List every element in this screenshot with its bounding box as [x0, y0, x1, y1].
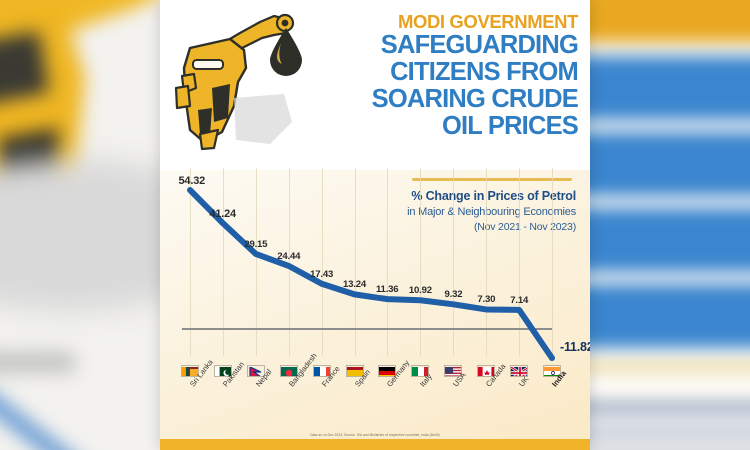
data-point-label: 9.32 [444, 289, 463, 301]
data-point-label: 10.92 [408, 285, 432, 297]
background-left-illustration [0, 0, 304, 450]
title-line-5: OIL PRICES [441, 112, 579, 141]
line-chart: 54.32 41.24 29.15 24.44 17.43 13.24 11.36 10.92… [174, 168, 590, 423]
flag-bangladesh-icon [279, 365, 298, 377]
chart-gridline [288, 168, 290, 356]
chart-gridline [255, 168, 257, 356]
data-point-label: 7.30 [477, 294, 496, 306]
background-gold-divider-blob [480, 362, 750, 371]
chart-subtitle-block: % Change in Prices of Petrol in Major & … [326, 188, 576, 234]
flag-uk-icon [510, 365, 529, 377]
title-line-2: SAFEGUARDING [380, 30, 579, 59]
chart-gridline [453, 168, 455, 356]
chart-gridline [519, 168, 521, 356]
fuel-nozzle-icon [174, 13, 295, 151]
data-point-label: 24.44 [277, 250, 301, 262]
source-note: Data as on Dec 2023; Source: IEA and Min… [310, 433, 440, 437]
background-subtitle-blob-3 [570, 448, 750, 450]
chart-period: (Nov 2021 - Nov 2023) [473, 220, 576, 233]
flag-row [174, 365, 576, 383]
chart-gridline [552, 168, 553, 356]
chart-gridline [222, 168, 224, 356]
chart-gridline [486, 168, 488, 356]
flag-italy-icon [411, 365, 430, 377]
data-point-label: 7.14 [510, 294, 529, 306]
chart-gridline [354, 168, 356, 356]
flag-india-icon [543, 365, 561, 377]
title-line-3: CITIZENS FROM [390, 57, 579, 86]
chart-scope: in Major & Neighbouring Economies [407, 205, 576, 218]
data-point-label: 17.43 [310, 268, 334, 280]
infographic-card: MODI GOVERNMENT SAFEGUARDING CITIZENS FR… [160, 0, 590, 450]
chart-gridline [321, 168, 323, 356]
data-point-label: 13.24 [343, 279, 367, 291]
data-point-label: 41.24 [209, 208, 236, 221]
flag-nepal-icon [246, 365, 265, 377]
flag-usa-icon [444, 365, 463, 377]
country-label-row: Sri Lanka Pakistan Nepal Bangladesh France Sp… [174, 351, 576, 423]
chart-series-line [187, 187, 555, 362]
zero-reference-line [182, 328, 552, 330]
data-point-label: 29.15 [244, 238, 268, 250]
title-line-1: MODI GOVERNMENT [397, 11, 578, 32]
data-point-label: -11.82 [560, 340, 590, 355]
card-bottom-bar [160, 439, 590, 450]
flag-pakistan-icon [213, 365, 232, 377]
title-line-4: SOARING CRUDE [371, 85, 579, 114]
background-text-blob-1 [0, 352, 75, 373]
flag-germany-icon [378, 365, 397, 377]
chart-gridline [387, 168, 389, 356]
poster-title: MODI GOVERNMENT SAFEGUARDING CITIZENS FR… [316, 11, 579, 141]
data-point-label: 11.36 [375, 284, 399, 296]
data-point-label: 54.32 [178, 175, 206, 187]
oil-drop-icon [270, 28, 302, 76]
flag-france-icon [312, 365, 331, 377]
flag-canada-icon [477, 365, 496, 377]
gold-divider [412, 178, 572, 181]
chart-title: % Change in Prices of Petrol [411, 189, 576, 203]
chart-gridline [190, 168, 191, 356]
card-header: MODI GOVERNMENT SAFEGUARDING CITIZENS FR… [160, 0, 590, 170]
flag-sri-lanka-icon [181, 365, 199, 377]
chart-gridlines [174, 168, 576, 423]
flag-spain-icon [345, 365, 364, 377]
chart-gridline [420, 168, 422, 356]
